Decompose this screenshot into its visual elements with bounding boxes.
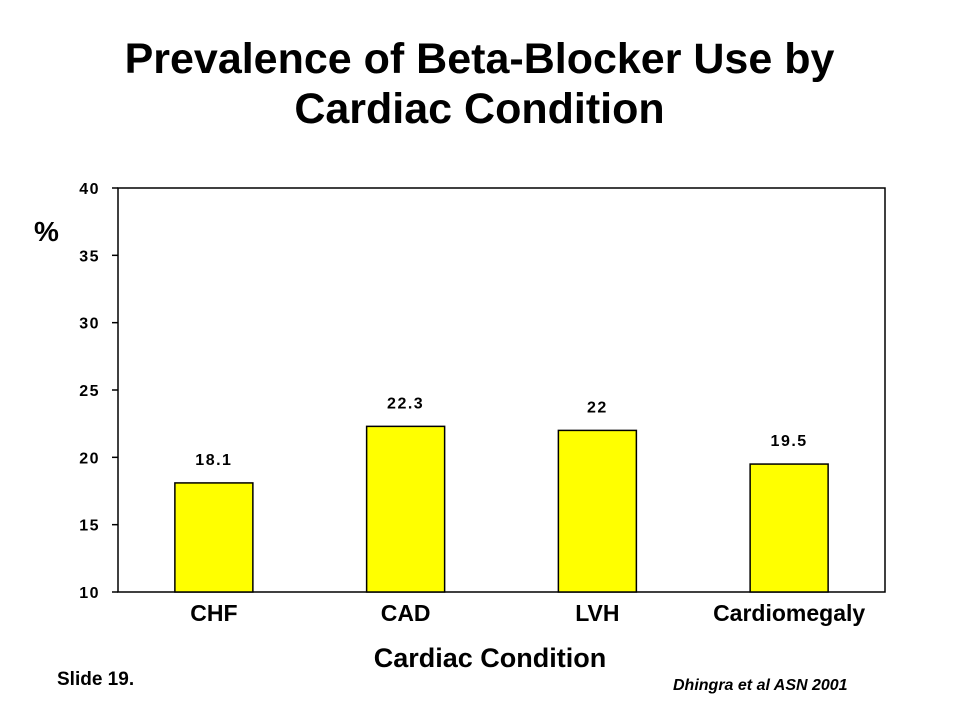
y-tick-label: 30	[79, 316, 100, 333]
bar	[174, 482, 254, 593]
y-tick-label: 25	[79, 383, 100, 400]
y-tick-label: 35	[79, 248, 100, 265]
chart-title: Prevalence of Beta-Blocker Use by Cardia…	[0, 34, 959, 134]
slide-number: Slide 19.	[57, 669, 135, 690]
title-line-2: Cardiac Condition	[294, 85, 665, 133]
x-tick-label: LVH	[575, 600, 619, 626]
title-line-1: Prevalence of Beta-Blocker Use by	[124, 35, 835, 83]
y-tick-label: 20	[79, 450, 100, 467]
y-tick-label: 10	[79, 585, 100, 602]
data-label: 18.1	[195, 452, 232, 469]
y-tick-label: 40	[79, 181, 100, 198]
bar	[749, 463, 829, 593]
x-tick-label: Cardiomegaly	[713, 600, 865, 626]
citation: Dhingra et al ASN 2001	[673, 677, 848, 694]
bar	[365, 425, 446, 593]
x-tick-label: CHF	[190, 600, 237, 626]
data-label: 22.3	[387, 395, 424, 412]
data-label: 22	[587, 399, 608, 416]
y-tick-label: 15	[79, 518, 100, 535]
x-axis-label: Cardiac Condition	[373, 643, 607, 673]
y-axis-label: %	[34, 216, 59, 247]
x-tick-label: CAD	[381, 600, 431, 626]
data-label: 19.5	[771, 433, 808, 450]
bar	[557, 429, 638, 593]
